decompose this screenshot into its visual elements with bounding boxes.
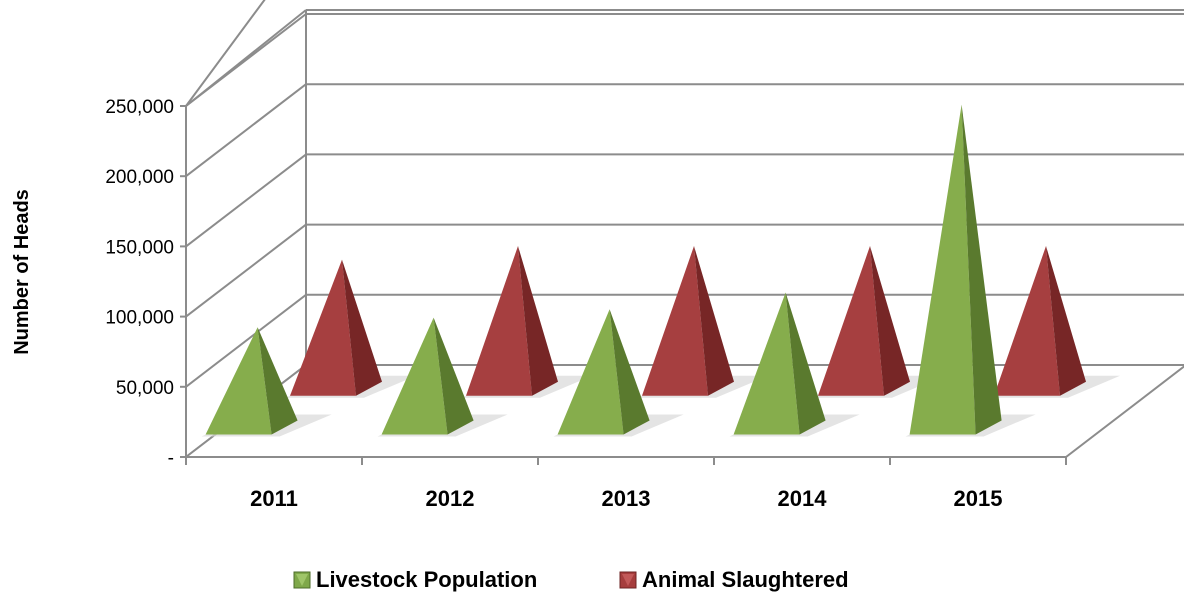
pyramid-livestock-2014 [733, 292, 826, 435]
pyramid-livestock-2013-side-face [609, 309, 650, 435]
pyramid-slaughtered-2014-front-face [818, 245, 884, 396]
y-tick-label: 150,000 [105, 237, 174, 258]
y-axis-label: Number of Heads [11, 189, 33, 355]
y-tick-label: - [168, 448, 174, 469]
legend: Livestock Population Animal Slaughtered [293, 567, 849, 592]
pyramid-slaughtered-2012 [466, 245, 558, 396]
x-tick-label: 2011 [250, 486, 298, 511]
pyramid-slaughtered-2011-front-face [290, 259, 356, 396]
pyramid-livestock-2015-front-face [909, 104, 976, 435]
x-tick-label: 2012 [426, 486, 475, 511]
pyramid-slaughtered-2012-front-face [466, 245, 532, 396]
gridline-depth [185, 294, 307, 388]
pyramid-slaughtered-2015-front-face [994, 245, 1060, 396]
pyramid-slaughtered-2013-side-face [694, 245, 734, 396]
axes: - 50,000 100,000 150,000 200,000 250,000 2011 2… [105, 97, 1067, 511]
x-tick-label: 2014 [778, 486, 828, 511]
y-tick-label: 50,000 [116, 378, 174, 399]
gridline-depth [185, 9, 307, 107]
pyramid-slaughtered-2013-front-face [642, 245, 708, 396]
pyramid-slaughtered-2015-side-face [1046, 245, 1086, 396]
pyramid-livestock-2011-side-face [257, 327, 298, 435]
y-tick-label: 200,000 [105, 167, 174, 188]
pyramid-livestock-2013 [557, 309, 650, 435]
pyramid-slaughtered-2011 [290, 259, 382, 396]
gridline-depth [185, 223, 307, 318]
pyramid-slaughtered-2013 [642, 245, 734, 396]
pyramid-slaughtered-2011-side-face [342, 259, 382, 396]
y-tick-label: 100,000 [105, 308, 174, 329]
pyramid-slaughtered-2015 [994, 245, 1086, 396]
legend-swatch-slaughtered-shine [622, 574, 634, 586]
gridline-depth [185, 83, 307, 177]
y-tick-label: 250,000 [105, 97, 174, 118]
pyramid-livestock-2015 [909, 104, 1002, 435]
pyramid-livestock-2012 [381, 317, 474, 435]
pyramid-livestock-2014-front-face [733, 292, 800, 435]
pyramid-livestock-2011-front-face [205, 327, 272, 435]
pyramid-livestock-2014-side-face [785, 292, 826, 435]
pyramid-slaughtered-2014 [818, 245, 910, 396]
pyramid-livestock-2012-front-face [381, 317, 448, 435]
pyramid-livestock-2013-front-face [557, 309, 624, 435]
x-tick-label: 2015 [954, 486, 1003, 511]
legend-swatch-livestock-shine [296, 574, 308, 586]
pyramid-slaughtered-2014-side-face [870, 245, 910, 396]
chart-walls [185, 0, 1184, 458]
pyramid-livestock-2012-side-face [433, 317, 474, 435]
legend-label-livestock-population: Livestock Population [316, 567, 537, 592]
pyramid-livestock-2011 [205, 327, 298, 435]
legend-label-animal-slaughtered: Animal Slaughtered [642, 567, 849, 592]
gridline-depth [185, 153, 307, 248]
x-tick-label: 2013 [602, 486, 651, 511]
gridline-depth [185, 0, 266, 107]
pyramid-slaughtered-2012-side-face [518, 245, 558, 396]
series-livestock-population [205, 104, 1002, 435]
series-animal-slaughtered [290, 245, 1086, 396]
pyramid-livestock-2015-side-face [961, 104, 1002, 435]
